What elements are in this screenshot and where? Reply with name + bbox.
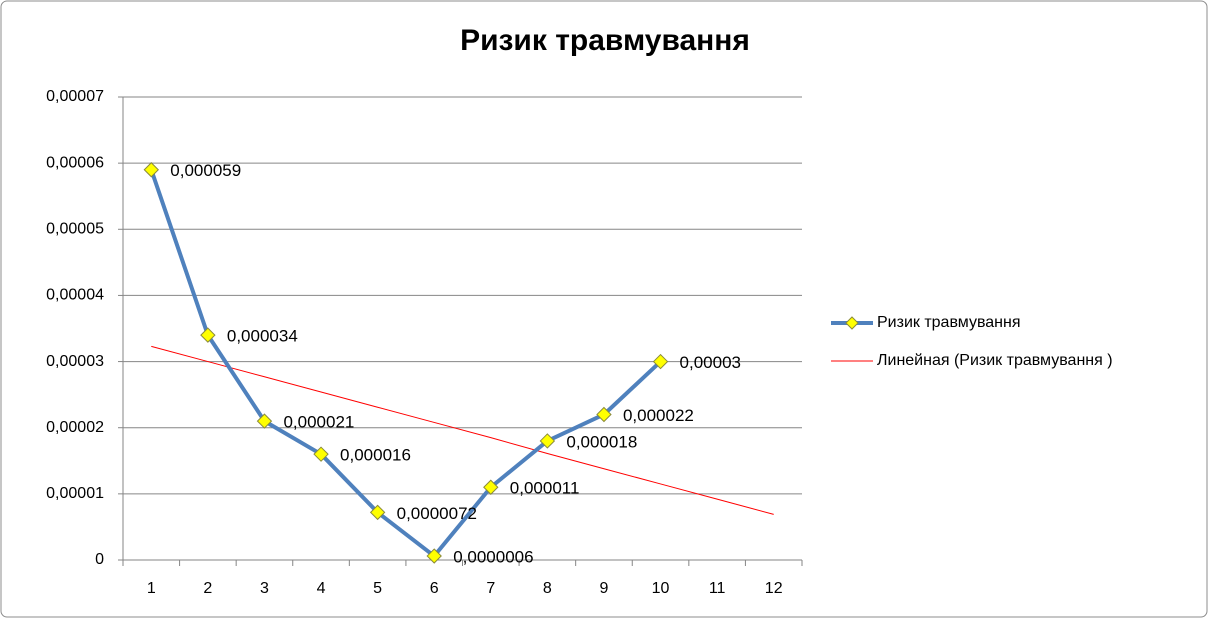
y-tick-label: 0,00005 — [46, 221, 104, 238]
point-marker — [143, 162, 159, 178]
series-line — [149, 169, 662, 559]
point-marker — [256, 413, 273, 429]
data-label: 0,000016 — [340, 446, 411, 465]
point-marker — [596, 406, 612, 423]
data-label: 0,00003 — [680, 353, 741, 372]
legend-label: Линейная (Ризик травмування ) — [877, 352, 1113, 369]
point-marker — [426, 548, 442, 564]
legend-marker — [845, 316, 859, 330]
x-tick-label: 5 — [373, 580, 382, 597]
point-marker — [313, 446, 329, 462]
y-tick-label: 0,00002 — [46, 419, 104, 436]
chart-title: Ризик травмування — [460, 24, 750, 57]
x-tick-label: 9 — [600, 580, 609, 597]
x-tick-label: 11 — [709, 580, 726, 597]
data-label: 0,000021 — [283, 413, 354, 432]
x-tick-label: 1 — [147, 580, 156, 597]
data-label: 0,000011 — [510, 479, 580, 498]
y-tick-label: 0,00007 — [46, 88, 104, 105]
y-tick-label: 0,00003 — [46, 353, 104, 370]
data-label: 0,000018 — [566, 432, 637, 451]
x-tick-label: 6 — [430, 580, 439, 597]
point-marker — [483, 479, 499, 495]
x-tick-label: 10 — [652, 580, 670, 597]
data-label: 0,000022 — [623, 406, 694, 425]
y-tick-label: 0,00006 — [46, 154, 104, 171]
legend-label: Ризик травмування — [877, 314, 1021, 331]
y-tick-label: 0,00001 — [46, 485, 104, 502]
data-label: 0,000034 — [227, 327, 298, 346]
x-tick-label: 8 — [543, 580, 552, 597]
point-marker — [369, 504, 386, 521]
data-label: 0,0000072 — [397, 504, 477, 523]
x-tick-label: 2 — [203, 580, 212, 597]
data-label: 0,0000006 — [453, 548, 533, 567]
data-label: 0,000059 — [170, 161, 241, 180]
point-marker — [200, 327, 216, 343]
series-line — [151, 345, 774, 515]
point-marker — [539, 433, 556, 449]
x-tick-label: 3 — [260, 580, 269, 597]
y-tick-label: 0 — [95, 551, 104, 568]
x-tick-label: 12 — [765, 580, 783, 597]
y-tick-label: 0,00004 — [46, 287, 104, 304]
x-tick-label: 4 — [317, 580, 326, 597]
x-tick-label: 7 — [486, 580, 495, 597]
point-marker — [652, 353, 669, 370]
